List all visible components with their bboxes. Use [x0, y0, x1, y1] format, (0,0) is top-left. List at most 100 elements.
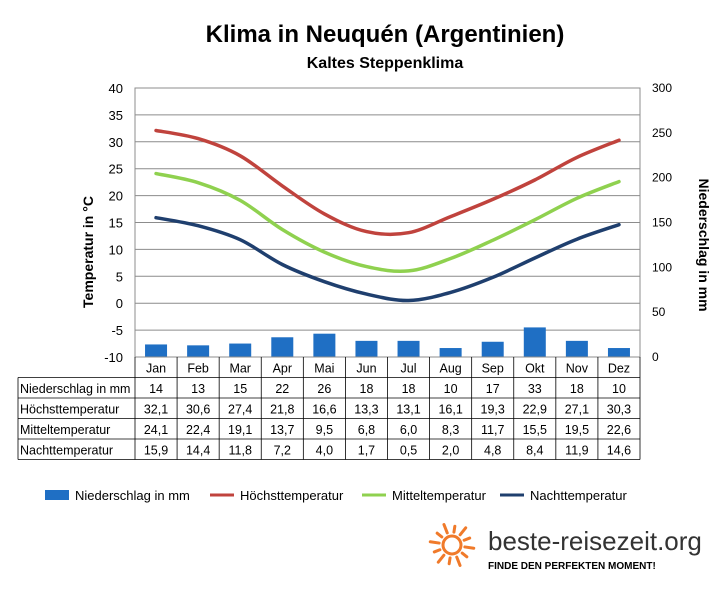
- y-left-tick-label: 25: [109, 162, 123, 177]
- x-tick-label: Jul: [401, 362, 417, 376]
- sun-ray: [463, 545, 476, 550]
- table-cell: 18: [570, 382, 584, 396]
- y-right-tick-label: 200: [652, 171, 672, 185]
- table-cell: 15: [233, 382, 247, 396]
- table-cell: 8,4: [526, 444, 543, 458]
- sun-ray: [455, 555, 462, 567]
- table-cell: 26: [317, 382, 331, 396]
- table-cell: 10: [612, 382, 626, 396]
- table-cell: 10: [444, 382, 458, 396]
- chart-subtitle: Kaltes Steppenklima: [307, 55, 464, 72]
- x-tick-label: Sep: [482, 362, 504, 376]
- x-tick-label: Nov: [566, 362, 589, 376]
- sun-ray: [458, 526, 468, 537]
- sun-ray: [452, 524, 457, 534]
- brand-site: beste-reisezeit.org: [488, 526, 702, 556]
- table-cell: 22,9: [523, 403, 547, 417]
- table-row-label: Höchsttemperatur: [20, 403, 119, 417]
- gridlines: [135, 87, 640, 358]
- precipitation-bar: [313, 333, 336, 357]
- y-right-tick-label: 100: [652, 260, 672, 274]
- low-temperature-line: [154, 215, 621, 303]
- table-cell: 21,8: [270, 403, 294, 417]
- x-tick-label: Feb: [187, 362, 209, 376]
- legend-swatch: [45, 490, 69, 500]
- table-cell: 13,1: [396, 403, 420, 417]
- x-tick-label: Jan: [146, 362, 166, 376]
- y-left-tick-label: 35: [109, 108, 123, 123]
- table-cell: 11,7: [481, 423, 504, 437]
- sun-ray: [462, 536, 472, 542]
- table-cell: 13,7: [270, 423, 294, 437]
- table-cell: 9,5: [316, 423, 333, 437]
- precipitation-bar: [565, 340, 588, 357]
- y-axis-right-label: Niederschlag in mm: [696, 178, 712, 311]
- y-left-tick-label: 40: [109, 81, 123, 96]
- x-tick-label: Okt: [525, 362, 545, 376]
- y-left-tick-label: 15: [109, 216, 123, 231]
- legend-entry: Nachttemperatur: [530, 488, 627, 503]
- table-cell: 17: [486, 382, 500, 396]
- chart-title: Klima in Neuquén (Argentinien): [206, 21, 565, 48]
- x-tick-label: Aug: [440, 362, 462, 376]
- y-left-tick-label: 20: [109, 189, 123, 204]
- legend-entry: Höchsttemperatur: [240, 488, 344, 503]
- table-cell: 6,0: [400, 423, 417, 437]
- sun-ray: [460, 551, 469, 559]
- legend: Niederschlag in mm Höchsttemperatur Mittel…: [45, 488, 627, 503]
- table-cell: 14,4: [186, 444, 210, 458]
- table-cell: 8,3: [442, 423, 459, 437]
- y-left-tick-label: -5: [111, 323, 123, 338]
- x-tick-label: Apr: [273, 362, 292, 376]
- precipitation-bar: [229, 343, 252, 357]
- table-cell: 11,9: [565, 444, 588, 458]
- legend-entry: Mitteltemperatur: [392, 488, 487, 503]
- sun-ray: [436, 553, 446, 564]
- temperature-lines: [154, 128, 621, 303]
- y-left-tick-label: 30: [109, 135, 123, 150]
- y-right-tick-label: 0: [652, 350, 659, 364]
- precipitation-bar: [355, 340, 378, 357]
- sun-ray: [435, 531, 444, 539]
- x-tick-label: Mar: [229, 362, 251, 376]
- table-cell: 19,3: [481, 403, 505, 417]
- sun-ray: [432, 548, 442, 554]
- sun-ray: [442, 523, 449, 535]
- table-cell: 2,0: [442, 444, 459, 458]
- precipitation-bar: [187, 345, 210, 357]
- table-cell: 15,5: [523, 423, 547, 437]
- precipitation-bar: [481, 341, 504, 357]
- y-right-tick-label: 50: [652, 305, 666, 319]
- table-cell: 27,1: [565, 403, 589, 417]
- table-row-label: Mitteltemperatur: [20, 423, 110, 437]
- sun-icon: [428, 523, 476, 567]
- table-cell: 4,0: [316, 444, 333, 458]
- branding: beste-reisezeit.org FINDE DEN PERFEKTEN …: [428, 523, 702, 572]
- precipitation-bar: [439, 348, 462, 357]
- table-cell: 27,4: [228, 403, 252, 417]
- data-table: Jan Feb Mar Apr Mai Jun Jul Aug Sep Okt Nov Dez Nied…: [17, 357, 641, 460]
- precipitation-bars: [145, 327, 630, 357]
- table-cell: 18: [402, 382, 416, 396]
- table-cell: 19,5: [565, 423, 589, 437]
- y-axis-left-label: Temperatur in °C: [80, 196, 96, 308]
- table-cell: 30,3: [607, 403, 631, 417]
- sun-core: [441, 534, 463, 556]
- table-cell: 32,1: [144, 403, 168, 417]
- table-row-label: Nachttemperatur: [20, 444, 113, 458]
- y-left-tick-label: 5: [116, 269, 123, 284]
- y-left-tick-label: 0: [116, 296, 123, 311]
- y-right-tick-label: 150: [652, 216, 672, 230]
- y-right-tick-label: 300: [652, 81, 672, 95]
- precipitation-bar: [523, 327, 546, 357]
- sun-ray: [447, 556, 452, 566]
- table-cell: 24,1: [144, 423, 168, 437]
- table-cell: 14,6: [607, 444, 631, 458]
- x-tick-label: Jun: [356, 362, 376, 376]
- y-left-tick-label: 10: [109, 242, 123, 257]
- table-cell: 18: [360, 382, 374, 396]
- legend-entry: Niederschlag in mm: [75, 488, 190, 503]
- table-cell: 4,8: [484, 444, 501, 458]
